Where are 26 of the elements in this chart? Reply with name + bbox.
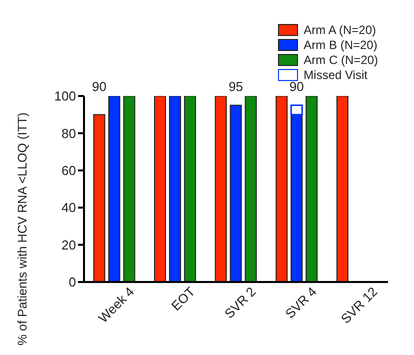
y-tick-label: 100 — [54, 88, 76, 104]
bar — [169, 96, 182, 282]
y-axis-title: % of Patients with HCV RNA <LLOQ (ITT) — [15, 112, 30, 346]
legend-label: Arm B (N=20) — [304, 38, 378, 52]
bar — [214, 96, 227, 282]
bar — [336, 96, 348, 282]
legend-label: Arm C (N=20) — [304, 52, 378, 66]
legend-label: Missed Visit — [304, 68, 368, 82]
bar — [306, 96, 318, 282]
bar — [123, 96, 136, 282]
data-label: 90 — [92, 79, 106, 94]
data-label: 95 — [228, 79, 244, 94]
bar — [244, 96, 257, 282]
legend-label: Arm A (N=20) — [304, 22, 376, 36]
y-tick-label: 0 — [68, 274, 76, 290]
bar — [230, 104, 242, 282]
bar — [154, 96, 166, 282]
y-tick-label: 20 — [62, 237, 76, 252]
bar — [108, 96, 120, 282]
bar — [184, 96, 196, 282]
bar — [276, 96, 288, 282]
y-tick-label: 60 — [62, 163, 76, 178]
bar — [93, 114, 106, 282]
y-tick-label: 40 — [62, 200, 76, 216]
data-label: 90 — [289, 79, 304, 94]
y-tick-label: 80 — [62, 126, 76, 141]
